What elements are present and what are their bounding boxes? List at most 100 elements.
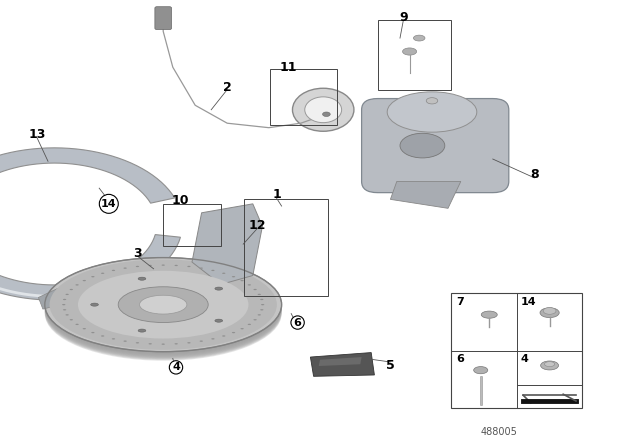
Ellipse shape [45,258,282,352]
Ellipse shape [161,344,165,345]
Ellipse shape [248,284,251,285]
Ellipse shape [241,328,244,329]
Ellipse shape [83,328,86,329]
Ellipse shape [148,265,152,266]
Ellipse shape [253,319,257,320]
Ellipse shape [112,270,115,271]
Ellipse shape [211,338,214,340]
Ellipse shape [76,324,79,325]
Ellipse shape [474,366,488,374]
Ellipse shape [232,276,235,277]
Ellipse shape [45,266,282,360]
Text: 5: 5 [386,358,395,372]
Text: 7: 7 [456,297,464,307]
Ellipse shape [175,265,178,266]
Polygon shape [310,353,374,376]
Text: 1: 1 [272,188,281,202]
Text: 10: 10 [172,194,189,207]
Ellipse shape [241,280,244,281]
Bar [244,199,328,296]
Ellipse shape [78,271,248,339]
Ellipse shape [65,314,68,315]
Bar [451,293,582,408]
Ellipse shape [91,303,99,306]
Ellipse shape [45,260,282,354]
Ellipse shape [426,98,438,104]
Ellipse shape [138,277,146,280]
Ellipse shape [481,311,497,318]
Ellipse shape [403,48,417,55]
Ellipse shape [222,273,225,274]
Ellipse shape [45,258,282,352]
Ellipse shape [211,270,214,271]
Ellipse shape [148,343,152,345]
Ellipse shape [65,294,68,295]
Ellipse shape [124,267,127,269]
Ellipse shape [92,276,95,277]
Ellipse shape [248,324,251,325]
Text: 2: 2 [223,81,232,94]
Polygon shape [38,289,67,309]
FancyBboxPatch shape [362,99,509,193]
Ellipse shape [45,265,282,359]
Text: 14: 14 [101,199,116,209]
Ellipse shape [45,264,282,358]
Ellipse shape [136,266,139,267]
Ellipse shape [76,284,79,285]
Text: 9: 9 [399,10,408,24]
Ellipse shape [261,304,264,305]
Bar [270,69,337,125]
Ellipse shape [292,88,354,131]
Bar [378,20,451,90]
Text: 6: 6 [456,354,464,364]
Ellipse shape [140,295,187,314]
Ellipse shape [118,287,208,323]
Ellipse shape [45,261,282,355]
Ellipse shape [101,273,104,274]
Ellipse shape [45,258,282,353]
Ellipse shape [387,92,477,132]
Ellipse shape [232,332,235,333]
Polygon shape [319,357,362,366]
Ellipse shape [49,259,277,350]
Ellipse shape [215,319,223,322]
Ellipse shape [124,340,127,342]
Ellipse shape [62,304,65,305]
Ellipse shape [70,289,73,290]
Ellipse shape [543,308,556,314]
Ellipse shape [161,264,165,266]
Ellipse shape [63,309,67,310]
Text: 4: 4 [172,362,180,372]
Ellipse shape [541,361,559,370]
Text: 6: 6 [294,318,301,327]
Ellipse shape [413,35,425,41]
Text: 8: 8 [530,168,539,181]
Ellipse shape [200,267,203,269]
Text: 488005: 488005 [481,427,518,437]
Ellipse shape [258,294,261,295]
Polygon shape [390,181,461,208]
Ellipse shape [92,332,95,333]
Ellipse shape [45,259,282,353]
Text: 3: 3 [133,246,142,260]
Ellipse shape [258,314,261,315]
FancyBboxPatch shape [155,7,172,30]
Ellipse shape [83,280,86,281]
Polygon shape [0,148,180,300]
Ellipse shape [45,263,282,358]
Text: 11: 11 [280,60,298,74]
Ellipse shape [70,319,73,320]
Ellipse shape [138,329,146,332]
Text: 4: 4 [521,354,529,364]
Ellipse shape [400,134,445,158]
Ellipse shape [188,342,191,344]
Polygon shape [192,204,262,284]
Ellipse shape [45,267,282,361]
Ellipse shape [175,343,178,345]
Text: 12: 12 [248,219,266,232]
Ellipse shape [45,263,282,357]
Ellipse shape [188,266,191,267]
Ellipse shape [200,340,203,342]
Ellipse shape [112,338,115,340]
Ellipse shape [253,289,257,290]
